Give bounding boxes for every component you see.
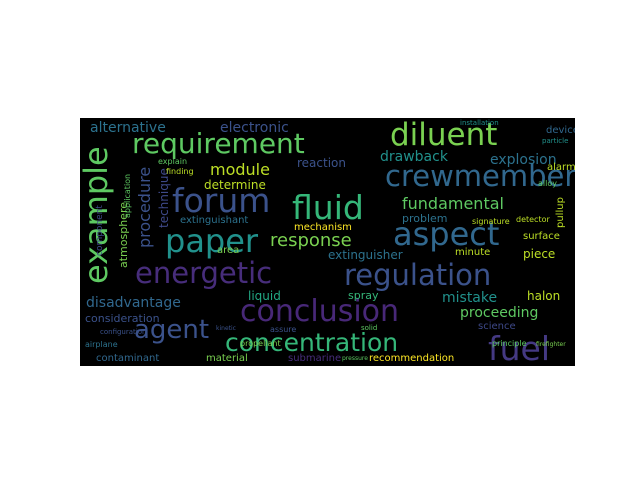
word-solid: solid: [361, 324, 378, 332]
word-installation: installation: [460, 119, 499, 127]
word-principle: principle: [492, 339, 527, 348]
word-energetic: energetic: [135, 256, 273, 290]
word-requirement: requirement: [132, 127, 305, 160]
word-minute: minute: [455, 247, 491, 258]
word-electronic: electronic: [220, 120, 289, 136]
word-component: component: [95, 205, 105, 256]
word-configuration: configuration: [100, 328, 147, 336]
word-science: science: [478, 321, 516, 332]
word-disadvantage: disadvantage: [86, 295, 181, 311]
word-module: module: [210, 160, 270, 179]
word-cloud: requirement diluent example crewmember f…: [80, 118, 575, 366]
word-firefighter: firefighter: [536, 341, 566, 348]
word-fuel: fuel: [488, 329, 551, 366]
word-procedure: procedure: [135, 166, 154, 248]
word-airplane: airplane: [85, 340, 118, 349]
word-proceeding: proceeding: [460, 305, 539, 321]
word-technique: technique: [157, 168, 171, 228]
word-drawback: drawback: [380, 149, 448, 165]
word-device: device: [546, 125, 575, 136]
word-fundamental: fundamental: [402, 194, 504, 213]
word-consideration: consideration: [85, 312, 160, 325]
word-alloy: alloy: [538, 179, 557, 188]
word-submarine: submarine: [288, 353, 342, 364]
word-aspect: aspect: [393, 215, 500, 253]
word-halon: halon: [527, 289, 561, 303]
word-assure: assure: [270, 325, 297, 334]
word-agent: agent: [134, 315, 210, 345]
word-mechanism: mechanism: [294, 222, 352, 233]
word-concentration: concentration: [225, 328, 399, 357]
word-particle: particle: [542, 137, 569, 145]
word-application: application: [123, 173, 132, 218]
word-forum: forum: [172, 181, 271, 220]
word-explain: explain: [158, 157, 188, 166]
word-pullup: pullup: [555, 197, 566, 228]
word-alarm: alarm: [547, 162, 575, 173]
word-detector: detector: [516, 215, 550, 224]
word-finding: finding: [166, 167, 194, 176]
word-piece: piece: [523, 247, 556, 261]
word-liquid: liquid: [248, 289, 281, 303]
word-conclusion: conclusion: [240, 294, 400, 329]
word-kinetic: kinetic: [216, 325, 236, 332]
word-signature: signature: [472, 217, 510, 226]
word-extinguisher: extinguisher: [328, 248, 403, 262]
word-area: area: [217, 245, 240, 256]
word-pressure: pressure: [342, 355, 368, 362]
word-fluid: fluid: [292, 188, 364, 227]
word-material: material: [206, 353, 248, 364]
word-propellant: propellant: [240, 339, 281, 348]
word-determine: determine: [204, 178, 266, 192]
word-mistake: mistake: [442, 290, 498, 306]
word-recommendation: recommendation: [369, 353, 455, 364]
word-regulation: regulation: [344, 258, 492, 292]
word-crewmember: crewmember: [385, 159, 575, 193]
word-diluent: diluent: [390, 118, 498, 153]
word-problem: problem: [402, 212, 448, 225]
word-contaminant: contaminant: [96, 353, 160, 364]
word-paper: paper: [165, 222, 259, 260]
word-spray: spray: [348, 289, 379, 302]
word-reaction: reaction: [297, 156, 346, 170]
word-surface: surface: [523, 231, 560, 242]
word-alternative: alternative: [90, 120, 166, 136]
word-response: response: [270, 230, 352, 251]
word-extinguishant: extinguishant: [180, 215, 249, 226]
word-explosion: explosion: [490, 152, 557, 168]
